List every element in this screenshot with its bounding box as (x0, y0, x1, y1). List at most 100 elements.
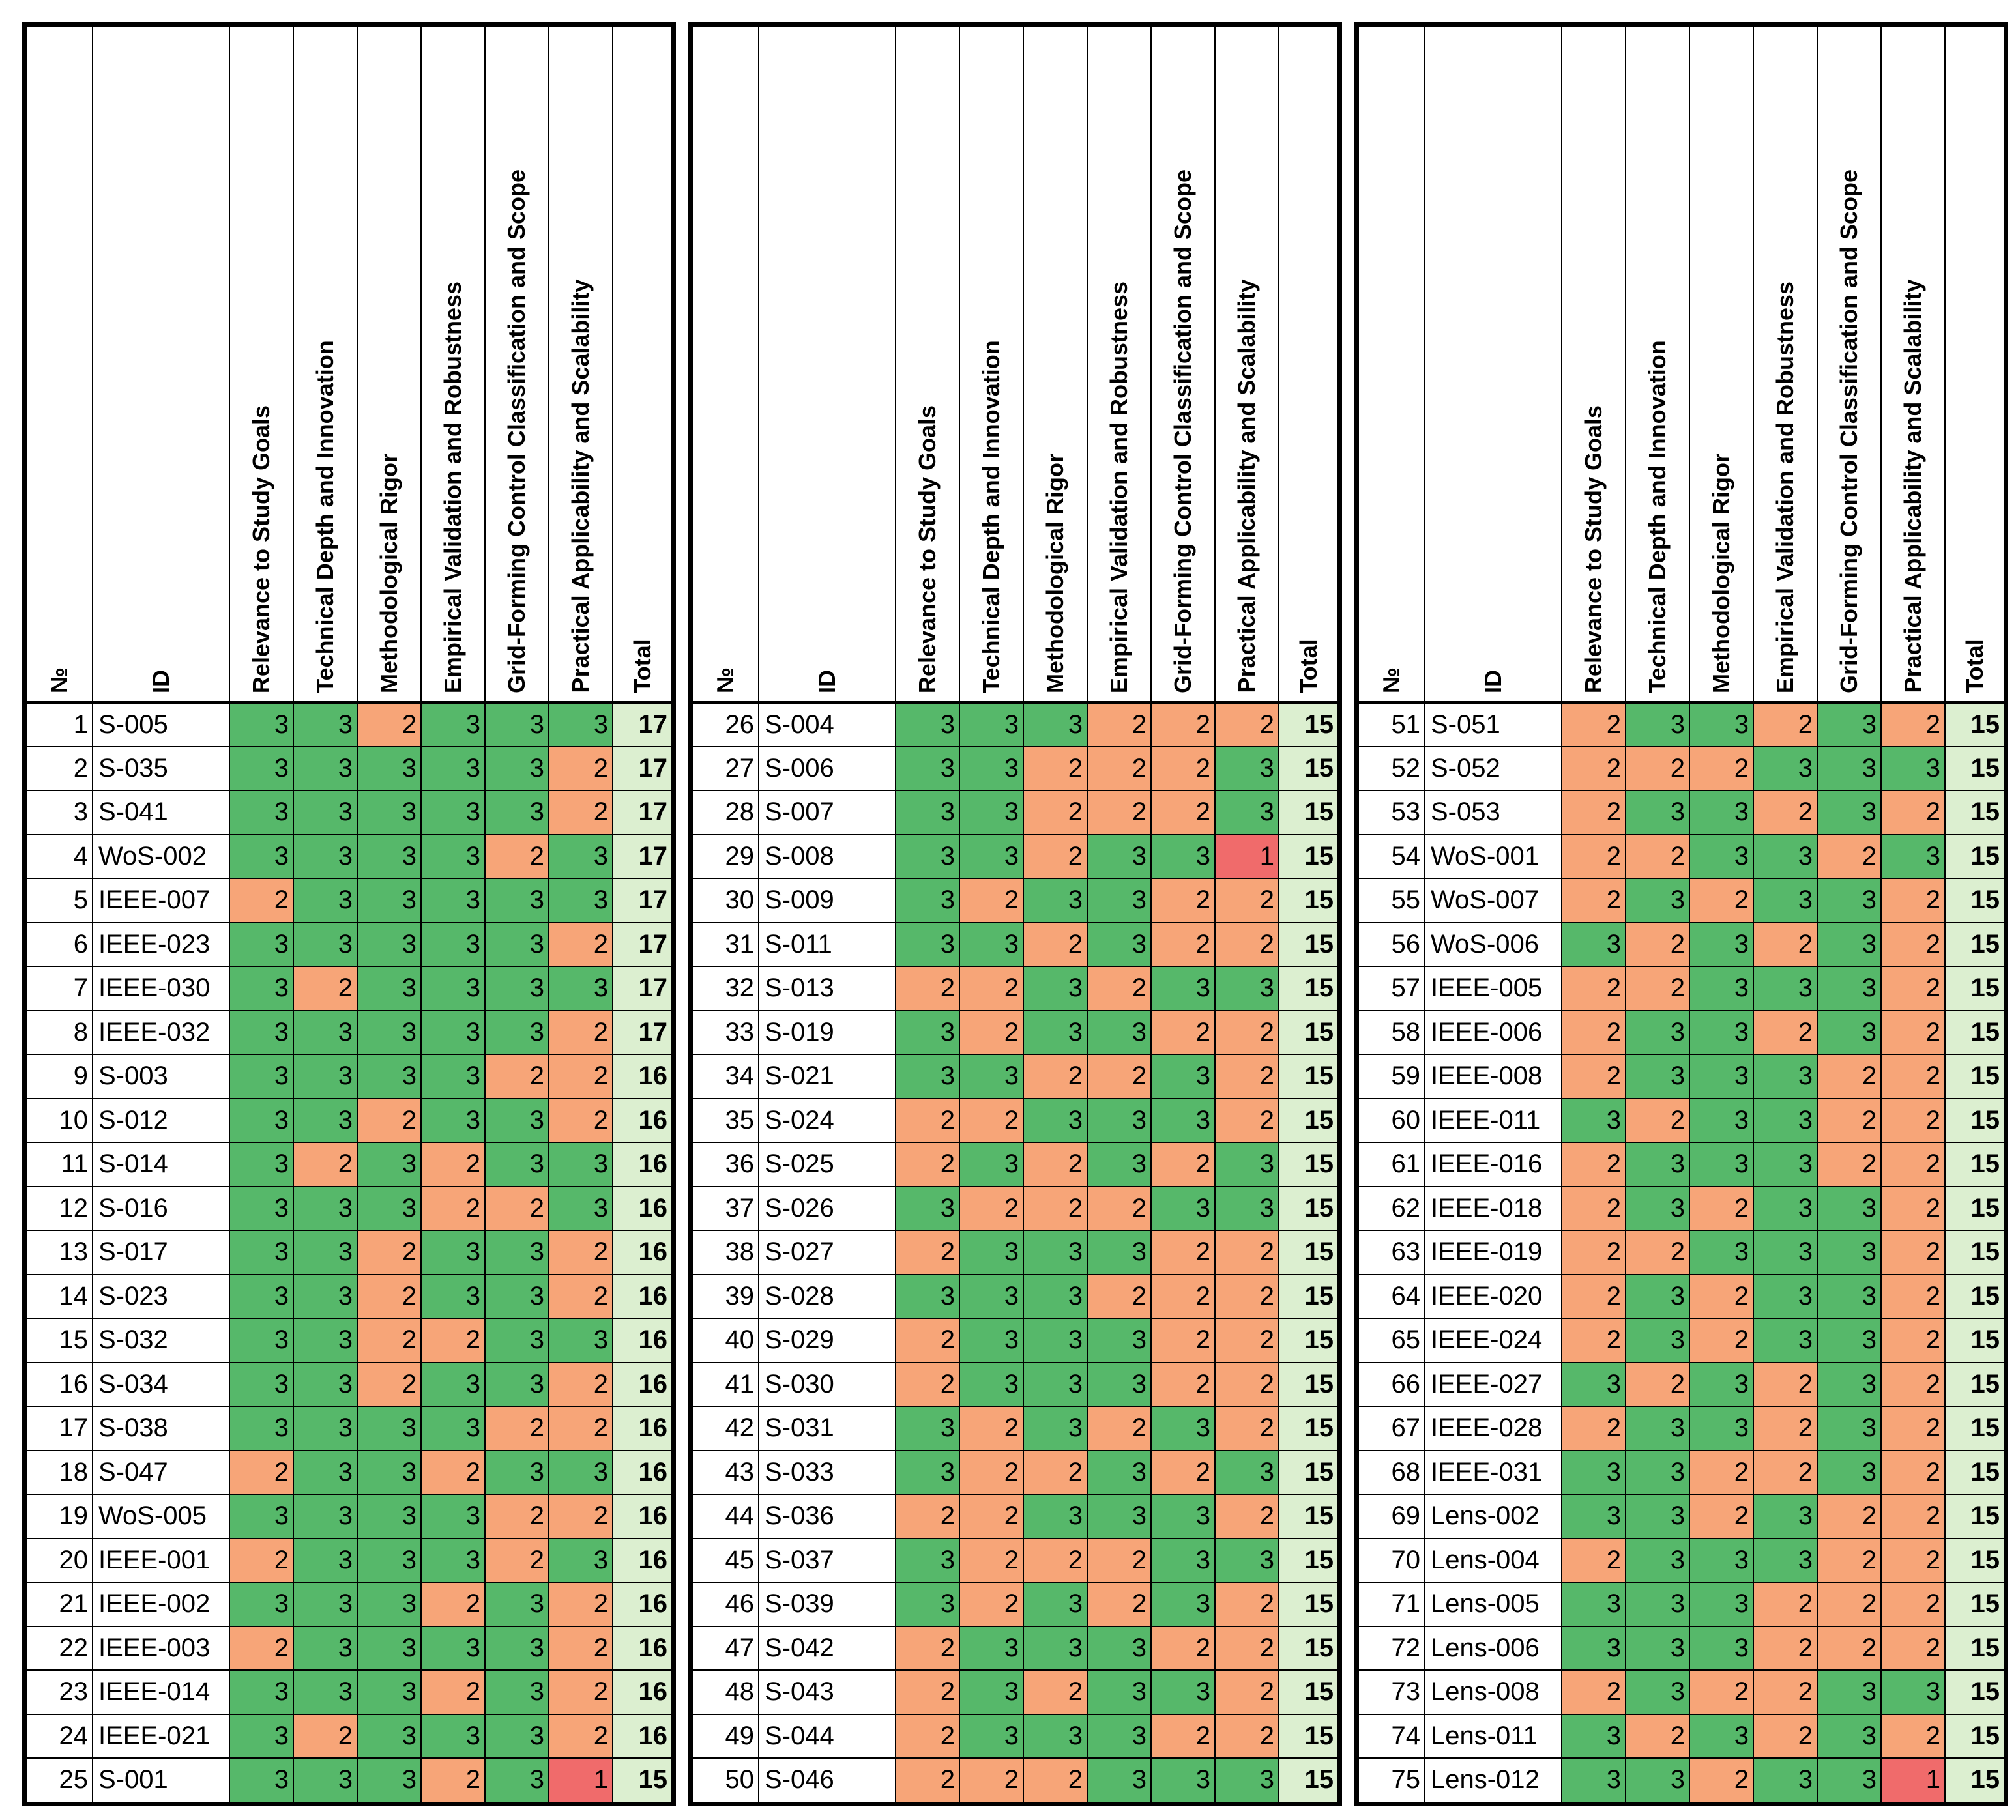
score-cell: 2 (1689, 1449, 1754, 1495)
score-cell: 3 (229, 1494, 294, 1539)
row-number: 63 (1358, 1230, 1425, 1275)
header-methodological-rigor-label: Methodological Rigor (1042, 453, 1068, 693)
total-score: 15 (1278, 1406, 1339, 1451)
total-score: 15 (1278, 878, 1339, 923)
study-id: S-014 (92, 1142, 230, 1187)
row-number: 13 (25, 1230, 93, 1275)
header-relevance: Relevance to Study Goals (1561, 25, 1626, 703)
score-cell: 3 (895, 921, 960, 967)
score-cell: 2 (484, 1537, 549, 1583)
score-cell: 2 (959, 1406, 1024, 1451)
score-cell: 3 (1817, 701, 1882, 747)
total-score: 15 (612, 1757, 673, 1803)
header-id: ID (92, 25, 230, 703)
total-score: 15 (1944, 1230, 2005, 1275)
header-empirical-validation: Empirical Validation and Robustness (1087, 25, 1152, 703)
total-score: 16 (612, 1230, 673, 1275)
score-cell: 2 (1087, 745, 1152, 791)
table-row: 41 S-030 2 3 3 3 2 2 15 (692, 1361, 1339, 1407)
score-cell: 3 (1150, 1582, 1216, 1627)
score-cell: 2 (1880, 701, 1946, 747)
score-cell: 3 (1087, 1097, 1152, 1143)
score-cell: 2 (1689, 1669, 1754, 1715)
total-score: 15 (1944, 1406, 2005, 1451)
score-cell: 3 (1561, 921, 1626, 967)
table-row: 18 S-047 2 3 3 2 3 3 16 (25, 1449, 673, 1495)
study-id: S-005 (92, 701, 230, 747)
study-id: IEEE-006 (1424, 1009, 1562, 1055)
table-row: 75 Lens-012 3 3 2 3 3 1 15 (1358, 1757, 2005, 1803)
score-cell: 3 (1625, 1494, 1690, 1539)
score-cell: 2 (1625, 1097, 1690, 1143)
row-number: 35 (692, 1097, 759, 1143)
score-cell: 2 (1817, 1582, 1882, 1627)
table-row: 71 Lens-005 3 3 3 2 2 2 15 (1358, 1582, 2005, 1627)
total-score: 15 (1944, 1318, 2005, 1363)
table-row: 55 WoS-007 2 3 2 3 3 2 15 (1358, 878, 2005, 923)
score-cell: 3 (1753, 1185, 1818, 1231)
score-cell: 3 (1625, 1406, 1690, 1451)
row-number: 61 (1358, 1142, 1425, 1187)
score-cell: 2 (1023, 1449, 1088, 1495)
total-score: 15 (1278, 1582, 1339, 1627)
score-cell: 2 (1214, 878, 1279, 923)
total-score: 15 (1944, 1273, 2005, 1319)
score-cell: 3 (357, 1757, 422, 1803)
study-id: Lens-012 (1424, 1757, 1562, 1803)
score-cell: 3 (895, 1537, 960, 1583)
score-cell: 3 (229, 1318, 294, 1363)
score-cell: 2 (1214, 1054, 1279, 1099)
study-id: S-052 (1424, 745, 1562, 791)
score-cell: 2 (1880, 1625, 1946, 1671)
score-cell: 3 (1087, 1318, 1152, 1363)
score-cell: 2 (1817, 1054, 1882, 1099)
header-practical-applicability: Practical Applicability and Scalability (1880, 25, 1946, 703)
row-number: 74 (1358, 1713, 1425, 1759)
score-cell: 3 (1753, 1054, 1818, 1099)
score-cell: 3 (420, 921, 486, 967)
score-cell: 3 (484, 1230, 549, 1275)
score-cell: 3 (293, 1097, 358, 1143)
study-id: IEEE-032 (92, 1009, 230, 1055)
row-number: 56 (1358, 921, 1425, 967)
score-cell: 3 (293, 833, 358, 879)
total-score: 15 (1278, 745, 1339, 791)
score-cell: 3 (229, 966, 294, 1011)
study-id: Lens-004 (1424, 1537, 1562, 1583)
score-cell: 3 (357, 1142, 422, 1187)
study-id: S-034 (92, 1361, 230, 1407)
score-cell: 3 (293, 1230, 358, 1275)
score-cell: 2 (1150, 1273, 1216, 1319)
score-cell: 3 (484, 1318, 549, 1363)
score-cell: 3 (1625, 701, 1690, 747)
study-id: S-047 (92, 1449, 230, 1495)
score-cell: 2 (1880, 1582, 1946, 1627)
score-cell: 2 (1625, 1230, 1690, 1275)
score-cell: 2 (1150, 1625, 1216, 1671)
study-id: S-037 (758, 1537, 896, 1583)
header-total: Total (1278, 25, 1339, 703)
score-cell: 3 (548, 878, 613, 923)
table-row: 35 S-024 2 2 3 3 3 2 15 (692, 1097, 1339, 1143)
score-cell: 2 (229, 1449, 294, 1495)
row-number: 2 (25, 745, 93, 791)
score-cell: 2 (1753, 1406, 1818, 1451)
table-row: 54 WoS-001 2 2 3 3 2 3 15 (1358, 833, 2005, 879)
score-cell: 2 (1214, 1318, 1279, 1363)
score-cell: 2 (1561, 833, 1626, 879)
score-cell: 2 (1625, 745, 1690, 791)
row-number: 26 (692, 701, 759, 747)
study-id: S-043 (758, 1669, 896, 1715)
score-cell: 2 (895, 1097, 960, 1143)
score-cell: 2 (1023, 1142, 1088, 1187)
score-cell: 3 (1214, 1449, 1279, 1495)
score-cell: 3 (1625, 1318, 1690, 1363)
score-cell: 2 (1561, 1054, 1626, 1099)
score-cell: 2 (959, 1449, 1024, 1495)
score-cell: 3 (1023, 878, 1088, 923)
score-cell: 2 (420, 1318, 486, 1363)
score-cell: 3 (1561, 1582, 1626, 1627)
table-row: 13 S-017 3 3 2 3 3 2 16 (25, 1230, 673, 1275)
row-number: 75 (1358, 1757, 1425, 1803)
row-number: 5 (25, 878, 93, 923)
